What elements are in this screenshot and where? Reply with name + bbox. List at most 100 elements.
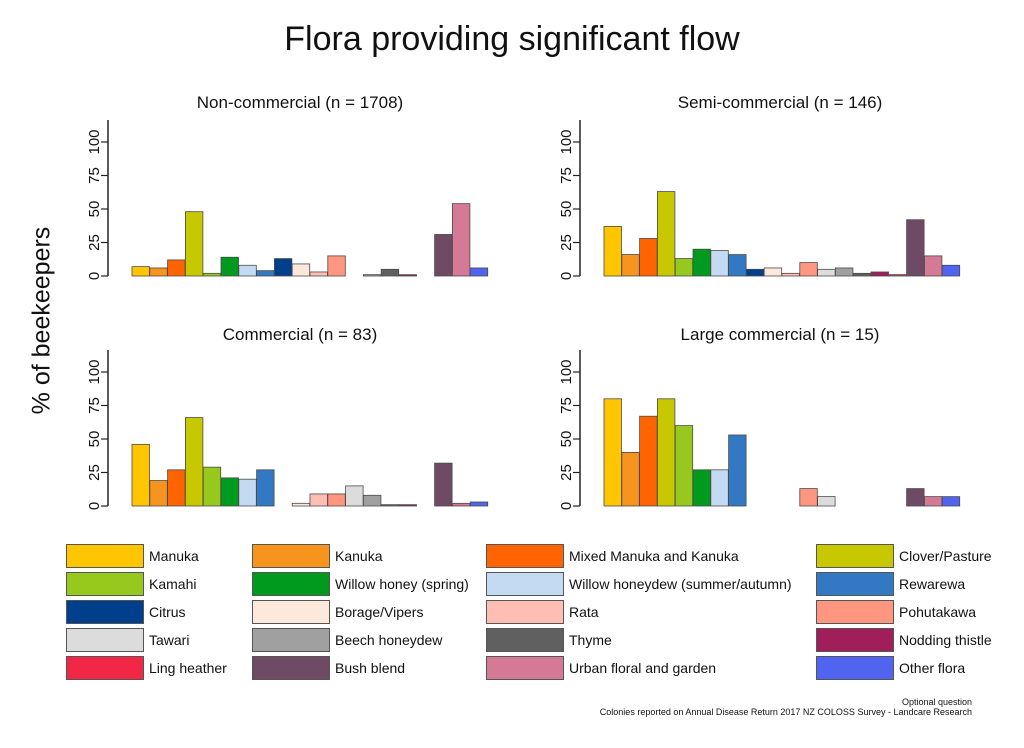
legend-label: Kamahi (149, 576, 197, 592)
bar-ling-heather (888, 274, 907, 277)
legend-swatch (486, 628, 564, 652)
legend-swatch (816, 628, 894, 652)
legend-swatch (816, 572, 894, 596)
bar-nodding-thistle (398, 274, 417, 277)
bar-clover-pasture (657, 191, 676, 277)
legend-label: Kanuka (335, 548, 383, 564)
legend-label: Citrus (149, 604, 186, 620)
legend-label: Rewarewa (899, 576, 966, 592)
legend-item: Urban floral and garden (486, 655, 716, 681)
legend-label: Clover/Pasture (899, 548, 992, 564)
bar-willow-honeydew-summer-autumn- (238, 478, 257, 507)
legend-item: Rewarewa (816, 571, 965, 597)
bar-thyme (380, 504, 400, 507)
legend-label: Pohutakawa (899, 604, 977, 620)
bar-citrus (746, 268, 765, 277)
legend-item: Pohutakawa (816, 599, 976, 625)
bar-pohutakawa (799, 488, 818, 507)
legend-item: Thyme (486, 627, 612, 653)
bar-rewarewa (728, 254, 747, 277)
legend-item: Borage/Vipers (252, 599, 423, 625)
legend-swatch (66, 544, 144, 568)
chart-title: Commercial (n = 83) (223, 325, 377, 344)
bar-beech-honeydew (362, 274, 382, 277)
bar-willow-honeydew-summer-autumn- (710, 250, 729, 277)
footnote-optional: Optional question (901, 697, 972, 707)
bar-borage-vipers (291, 502, 311, 507)
bar-clover-pasture (657, 398, 676, 507)
legend-label: Tawari (149, 632, 190, 648)
bar-borage-vipers (291, 263, 311, 277)
bar-willow-honeydew-summer-autumn- (710, 469, 729, 507)
bar-kamahi (674, 258, 694, 277)
y-tick-label: 100 (558, 129, 575, 154)
y-tick-label: 100 (558, 359, 575, 384)
legend: Manuka Kanuka Mixed Manuka and Kanuka Clove… (66, 543, 1006, 683)
legend-item: Ling heather (66, 655, 227, 681)
legend-label: Mixed Manuka and Kanuka (569, 548, 739, 564)
bar-kanuka (621, 254, 640, 277)
legend-swatch (486, 544, 564, 568)
bar-kamahi (202, 466, 222, 507)
bar-bush-blend (906, 488, 925, 507)
bar-other-flora (469, 267, 489, 277)
bar-beech-honeydew (362, 494, 382, 507)
y-tick-label: 0 (558, 272, 575, 280)
y-tick-label: 25 (558, 234, 575, 251)
legend-swatch (486, 572, 564, 596)
bar-citrus (273, 258, 293, 277)
y-tick-label: 75 (86, 167, 103, 184)
bar-rewarewa (256, 270, 275, 277)
legend-label: Other flora (899, 660, 966, 676)
bar-kamahi (202, 272, 222, 277)
y-tick-label: 0 (558, 502, 575, 510)
y-tick-label: 25 (86, 464, 103, 481)
bar-clover-pasture (184, 417, 204, 507)
chart-title: Non-commercial (n = 1708) (197, 93, 403, 112)
legend-swatch (252, 628, 330, 652)
bar-nodding-thistle (398, 504, 417, 507)
bar-rewarewa (256, 469, 275, 507)
bar-beech-honeydew (835, 267, 854, 277)
bar-nodding-thistle (870, 271, 889, 277)
bar-rata (309, 493, 328, 507)
bar-pohutakawa (799, 262, 818, 277)
legend-item: Willow honeydew (summer/autumn) (486, 571, 792, 597)
bar-manuka (131, 443, 150, 507)
legend-label: Manuka (149, 548, 199, 564)
legend-item: Bush blend (252, 655, 405, 681)
legend-swatch (816, 600, 894, 624)
legend-item: Kamahi (66, 571, 196, 597)
bar-kanuka (149, 480, 168, 507)
bar-manuka (603, 226, 622, 277)
legend-label: Urban floral and garden (569, 660, 717, 676)
bar-pohutakawa (327, 493, 346, 507)
y-tick-label: 25 (558, 464, 575, 481)
bar-rata (781, 272, 800, 277)
legend-item: Citrus (66, 599, 186, 625)
bar-mixed-manuka-and-kanuka (639, 238, 658, 277)
bar-kamahi (674, 425, 694, 507)
legend-label: Rata (569, 604, 599, 620)
y-tick-label: 0 (86, 502, 103, 510)
legend-label: Bush blend (335, 660, 406, 676)
bar-rewarewa (728, 434, 747, 507)
bar-willow-honey-spring- (692, 469, 711, 507)
figure-title: Flora providing significant flow (284, 20, 740, 58)
y-tick-label: 25 (86, 234, 103, 251)
bar-clover-pasture (184, 211, 204, 277)
bar-willow-honey-spring- (220, 256, 239, 277)
legend-item: Willow honey (spring) (252, 571, 469, 597)
legend-swatch (486, 656, 564, 680)
y-tick-label: 50 (558, 201, 575, 218)
legend-item: Clover/Pasture (816, 543, 992, 569)
bar-tawari (817, 496, 836, 507)
chart-title: Semi-commercial (n = 146) (678, 93, 883, 112)
bar-kanuka (149, 267, 168, 277)
legend-label: Borage/Vipers (335, 604, 424, 620)
footnote-source: Colonies reported on Annual Disease Retu… (599, 707, 972, 717)
bar-bush-blend (434, 462, 453, 507)
y-tick-label: 100 (86, 129, 103, 154)
bar-mixed-manuka-and-kanuka (639, 415, 658, 507)
bar-willow-honey-spring- (220, 477, 239, 507)
